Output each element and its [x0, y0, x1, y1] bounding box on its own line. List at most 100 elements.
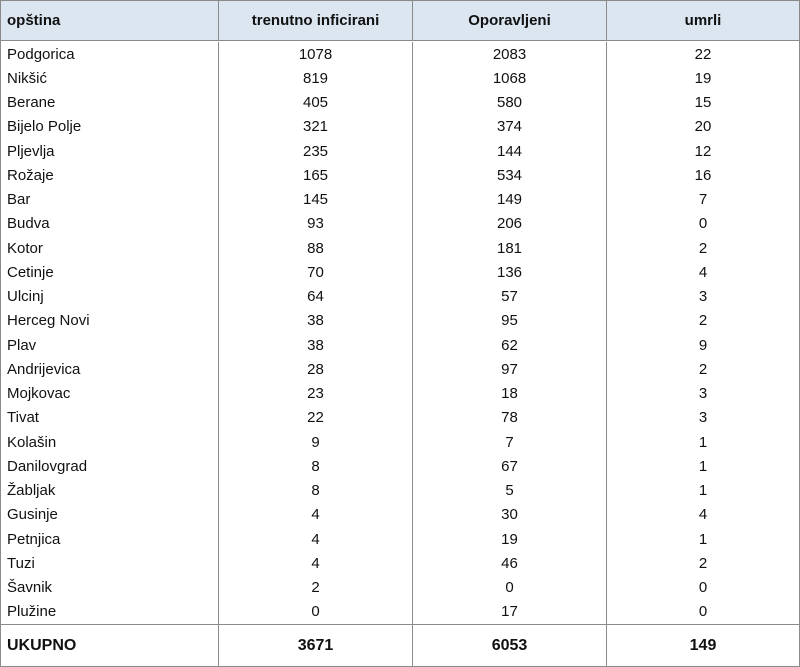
number-cell: 534: [413, 163, 607, 188]
header-row: opština trenutno inficirani Oporavljeni umr…: [1, 1, 799, 41]
number-cell: 88: [219, 236, 413, 261]
municipality-cell: Tivat: [1, 405, 219, 430]
number-cell: 46: [413, 551, 607, 576]
data-row: Podgorica 1078 2083 22: [1, 42, 799, 67]
number-cell: 38: [219, 308, 413, 333]
data-row: Petnjica 4 19 1: [1, 527, 799, 552]
data-row: Kolašin 9 7 1: [1, 430, 799, 455]
number-cell: 321: [219, 114, 413, 139]
number-cell: 62: [413, 333, 607, 358]
number-cell: 8: [219, 478, 413, 503]
number-cell: 64: [219, 284, 413, 309]
header-cell: umrli: [684, 12, 722, 29]
number-cell: 15: [694, 94, 712, 112]
data-row: Plužine 0 17 0: [1, 599, 799, 624]
number-cell: 165: [219, 163, 413, 188]
number-cell: 4: [219, 502, 413, 527]
number-cell: 4: [219, 527, 413, 552]
municipality-cell: Budva: [1, 211, 219, 236]
municipality-cell: Rožaje: [1, 163, 219, 188]
municipality-cell: Ulcinj: [1, 284, 219, 309]
data-row: Kotor 88 181 2: [1, 236, 799, 261]
municipality-cell: Kolašin: [1, 430, 219, 455]
number-cell: 235: [219, 139, 413, 164]
number-cell: 0: [698, 603, 708, 621]
number-cell: 149: [413, 187, 607, 212]
number-cell: 9: [698, 336, 708, 354]
municipality-cell: Berane: [1, 90, 219, 115]
number-cell: 38: [219, 333, 413, 358]
number-cell: 70: [219, 260, 413, 285]
municipality-cell: Mojkovac: [1, 381, 219, 406]
number-cell: 145: [219, 187, 413, 212]
number-cell: 30: [413, 502, 607, 527]
number-cell: 4: [219, 551, 413, 576]
total-cell: UKUPNO: [1, 625, 219, 666]
number-cell: 57: [413, 284, 607, 309]
number-cell: 2083: [413, 42, 607, 67]
number-cell: 136: [413, 260, 607, 285]
data-row: Šavnik 2 0 0: [1, 575, 799, 600]
total-cell: 3671: [219, 625, 413, 666]
number-cell: 20: [694, 118, 712, 136]
number-cell: 95: [413, 308, 607, 333]
number-cell: 16: [694, 166, 712, 184]
number-cell: 28: [219, 357, 413, 382]
municipality-cell: Plužine: [1, 599, 219, 624]
number-cell: 19: [413, 527, 607, 552]
municipality-cell: Tuzi: [1, 551, 219, 576]
number-cell: 7: [413, 430, 607, 455]
data-row: Tivat 22 78 3: [1, 405, 799, 430]
data-row: Berane 405 580 15: [1, 90, 799, 115]
data-row: Cetinje 70 136 4: [1, 260, 799, 285]
number-cell: 78: [413, 405, 607, 430]
number-cell: 19: [694, 69, 712, 87]
number-cell: 2: [698, 360, 708, 378]
municipality-cell: Andrijevica: [1, 357, 219, 382]
municipality-cell: Podgorica: [1, 42, 219, 67]
number-cell: 819: [219, 66, 413, 91]
number-cell: 1: [698, 457, 708, 475]
number-cell: 1: [698, 482, 708, 500]
data-row: Rožaje 165 534 16: [1, 163, 799, 188]
data-row: Danilovgrad 8 67 1: [1, 454, 799, 479]
number-cell: 144: [413, 139, 607, 164]
number-cell: 2: [698, 239, 708, 257]
number-cell: 0: [219, 599, 413, 624]
data-row: Herceg Novi 38 95 2: [1, 308, 799, 333]
total-row: UKUPNO 3671 6053 149: [1, 624, 799, 666]
number-cell: 374: [413, 114, 607, 139]
number-cell: 0: [698, 215, 708, 233]
data-row: Pljevlja 235 144 12: [1, 139, 799, 164]
number-cell: 1068: [413, 66, 607, 91]
municipality-cell: Gusinje: [1, 502, 219, 527]
number-cell: 181: [413, 236, 607, 261]
number-cell: 97: [413, 357, 607, 382]
number-cell: 18: [413, 381, 607, 406]
number-cell: 580: [413, 90, 607, 115]
data-row: Gusinje 4 30 4: [1, 502, 799, 527]
number-cell: 2: [219, 575, 413, 600]
municipality-cell: Petnjica: [1, 527, 219, 552]
number-cell: 8: [219, 454, 413, 479]
municipality-cell: Danilovgrad: [1, 454, 219, 479]
data-row: Žabljak 8 5 1: [1, 478, 799, 503]
data-row: Bijelo Polje 321 374 20: [1, 114, 799, 139]
data-row: Ulcinj 64 57 3: [1, 284, 799, 309]
number-cell: 22: [694, 45, 712, 63]
data-row: Plav 38 62 9: [1, 333, 799, 358]
number-cell: 93: [219, 211, 413, 236]
number-cell: 4: [698, 263, 708, 281]
number-cell: 12: [694, 142, 712, 160]
municipality-cell: Nikšić: [1, 66, 219, 91]
number-cell: 1: [698, 530, 708, 548]
municipality-cell: Pljevlja: [1, 139, 219, 164]
municipality-cell: Plav: [1, 333, 219, 358]
data-row: Bar 145 149 7: [1, 187, 799, 212]
municipality-cell: Kotor: [1, 236, 219, 261]
municipality-cell: Herceg Novi: [1, 308, 219, 333]
number-cell: 3: [698, 385, 708, 403]
number-cell: 23: [219, 381, 413, 406]
number-cell: 2: [698, 312, 708, 330]
